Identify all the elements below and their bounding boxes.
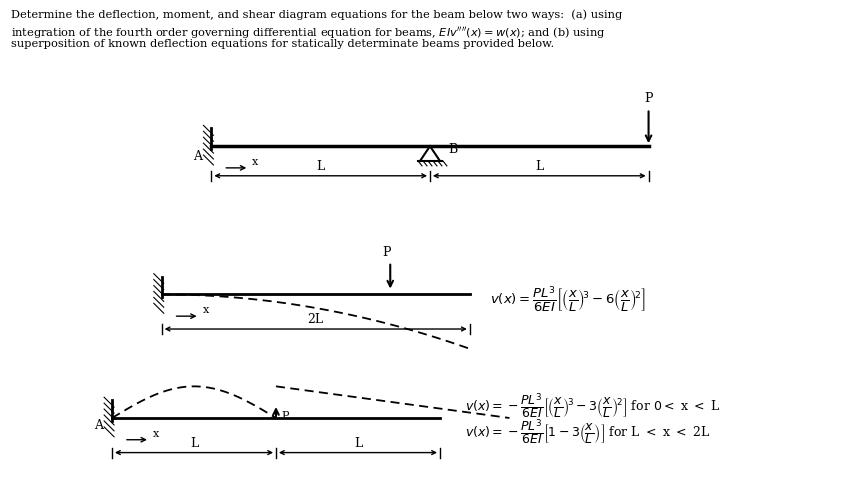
Text: $v(x) = -\dfrac{PL^3}{6EI}\left[1 - 3\left(\dfrac{x}{L}\right)\right]$ for L $ <: $v(x) = -\dfrac{PL^3}{6EI}\left[1 - 3\le… (464, 417, 710, 447)
Text: x: x (202, 305, 209, 315)
Text: P: P (281, 411, 289, 421)
Text: A: A (94, 419, 103, 432)
Text: $v(x) = -\dfrac{PL^3}{6EI}\left[\left(\dfrac{x}{L}\right)^{\!3} - 3\left(\dfrac{: $v(x) = -\dfrac{PL^3}{6EI}\left[\left(\d… (464, 392, 721, 421)
Text: L: L (535, 160, 543, 173)
Text: L: L (316, 160, 325, 173)
Text: P: P (382, 246, 391, 259)
Text: A: A (194, 150, 202, 163)
Text: superposition of known deflection equations for statically determinate beams pro: superposition of known deflection equati… (11, 39, 554, 49)
Text: 2L: 2L (308, 313, 324, 326)
Text: L: L (354, 437, 363, 450)
Text: B: B (448, 143, 457, 156)
Text: integration of the fourth order governing differential equation for beams, $EIv^: integration of the fourth order governin… (11, 24, 605, 39)
Text: x: x (153, 429, 159, 439)
Text: P: P (644, 92, 653, 105)
Text: L: L (190, 437, 198, 450)
Text: Determine the deflection, moment, and shear diagram equations for the beam below: Determine the deflection, moment, and sh… (11, 10, 622, 20)
Text: x: x (252, 157, 259, 167)
Text: $v(x) = \dfrac{PL^3}{6EI}\left[\left(\dfrac{x}{L}\right)^{\!3} - 6\left(\dfrac{x: $v(x) = \dfrac{PL^3}{6EI}\left[\left(\df… (489, 284, 645, 314)
